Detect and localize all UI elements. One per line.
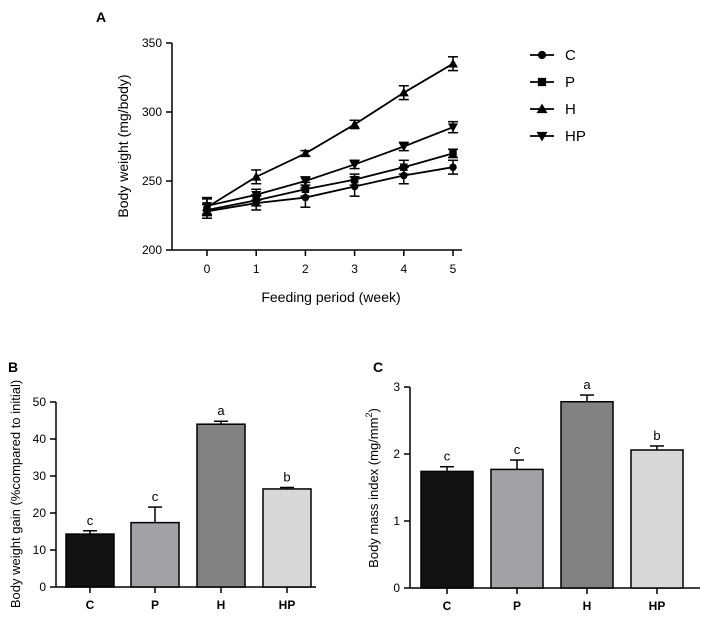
panel-a-y-axis-title: Body weight (mg/body) xyxy=(115,74,131,217)
panel-a-data-point xyxy=(449,149,457,158)
panel-b-bar-c xyxy=(65,533,115,588)
panel-c-y-axis-title-main: Body mass index (mg/mm xyxy=(366,418,381,568)
legend-label: P xyxy=(565,74,575,91)
legend-marker xyxy=(537,77,547,87)
legend-label: C xyxy=(565,47,576,64)
panel-c-significance-label: c xyxy=(444,449,451,464)
panel-a-x-tick-label: 4 xyxy=(400,262,407,276)
panel-a-data-point xyxy=(251,171,262,181)
panel-a-series-hp xyxy=(202,120,458,215)
panel-c-bar-h xyxy=(560,400,614,589)
panel-b-significance-label: b xyxy=(283,469,290,484)
legend-item-p: P xyxy=(530,74,575,91)
panel-a-data-point xyxy=(449,163,457,171)
panel-a-data-point xyxy=(448,58,458,68)
panel-a-data-point xyxy=(398,87,409,97)
panel-a-series-c xyxy=(202,159,458,220)
panel-c-y-tick-label: 3 xyxy=(393,380,400,394)
panel-b-bar-chart: 0 10 20 30 40 50 c Cc Pa Hb HP Body weight gain (… xyxy=(8,380,316,612)
panel-a-x-tick-label: 5 xyxy=(450,262,457,276)
panel-c-y-tick-label: 2 xyxy=(393,447,400,461)
panel-a-x-tick-label: 0 xyxy=(204,262,211,276)
panel-c-category-label: HP xyxy=(649,599,666,613)
panel-c-bar-c xyxy=(420,470,474,589)
panel-a-series-h xyxy=(202,56,458,217)
panel-a-data-point xyxy=(251,191,262,200)
panel-b-y-axis-title: Body weight gain (%compared to initial) xyxy=(8,380,23,608)
panel-a-data-point xyxy=(448,123,458,133)
panel-a-series-line xyxy=(206,126,454,207)
panel-b-category-label: C xyxy=(86,598,95,612)
panel-a-data-point xyxy=(301,185,310,194)
panel-c-significance-label: c xyxy=(514,442,521,457)
legend-item-c: C xyxy=(530,47,576,64)
panel-label-c: C xyxy=(373,359,383,375)
panel-b-significance-label: c xyxy=(87,513,94,528)
panel-c-y-tick-label: 1 xyxy=(393,514,400,528)
panel-a-x-tick-label: 3 xyxy=(351,262,358,276)
panel-c-y-axis-title-sup: 2 xyxy=(364,413,374,418)
panel-c-significance-label: b xyxy=(653,428,660,443)
panel-c-y-axis-title: Body mass index (mg/mm2) xyxy=(364,408,381,568)
legend-label: H xyxy=(565,101,576,118)
panel-a-y-tick-label: 250 xyxy=(142,174,162,188)
panel-b-significance-label: a xyxy=(217,403,225,418)
panel-a-x-tick-label: 1 xyxy=(253,262,260,276)
panel-b-y-tick-label: 10 xyxy=(33,543,47,557)
panel-a-x-axis-title: Feeding period (week) xyxy=(261,289,400,305)
panel-a-data-point xyxy=(300,177,311,186)
panel-b-bar-h xyxy=(196,423,246,588)
panel-label-a: A xyxy=(96,9,106,25)
panel-a-data-point xyxy=(202,202,212,211)
panel-c-bar-p xyxy=(490,468,544,589)
panel-a-series-line xyxy=(206,62,454,208)
panel-b-bar-p xyxy=(130,521,180,588)
panel-c-y-axis-title-end: ) xyxy=(366,408,381,412)
panel-a-line-chart: 200 250 300 350 0 1 2 3 4 5 CPH HP Body weight (m… xyxy=(115,36,586,305)
panel-c-category-label: C xyxy=(443,599,452,613)
panel-a-y-tick-label: 300 xyxy=(142,105,162,119)
panel-b-category-label: P xyxy=(151,598,159,612)
panel-b-y-tick-label: 30 xyxy=(33,469,47,483)
panel-a-data-point xyxy=(349,160,360,170)
legend-item-h: H xyxy=(530,101,576,118)
panel-a-series-line xyxy=(206,152,454,211)
legend-label: HP xyxy=(565,128,586,145)
panel-b-y-tick-label: 40 xyxy=(33,432,47,446)
panel-a-data-point xyxy=(349,119,360,129)
panel-b-y-tick-label: 0 xyxy=(39,580,46,594)
panel-a-data-point xyxy=(300,148,311,158)
legend-marker xyxy=(536,131,548,142)
legend-marker xyxy=(537,50,547,60)
panel-a-y-tick-label: 350 xyxy=(142,36,162,50)
panel-b-significance-label: c xyxy=(152,489,159,504)
panel-b-category-label: H xyxy=(217,598,226,612)
panel-b-category-label: HP xyxy=(279,598,296,612)
panel-c-y-tick-label: 0 xyxy=(393,581,400,595)
panel-a-y-tick-label: 200 xyxy=(142,243,162,257)
legend-marker xyxy=(536,103,548,114)
panel-a-data-point xyxy=(400,163,408,171)
panel-b-y-tick-label: 50 xyxy=(33,395,47,409)
panel-c-category-label: P xyxy=(513,599,521,613)
panel-c-significance-label: a xyxy=(583,377,591,392)
legend-item-hp: HP xyxy=(530,128,586,145)
panel-c-bar-hp xyxy=(630,449,684,589)
panel-a-x-tick-label: 2 xyxy=(302,262,309,276)
panel-a-series-line xyxy=(206,166,454,213)
panel-a-data-point xyxy=(350,175,359,184)
panel-c-category-label: H xyxy=(583,599,592,613)
panel-b-y-tick-label: 20 xyxy=(33,506,47,520)
panel-b-bar-hp xyxy=(262,488,312,588)
panel-a-data-point xyxy=(398,142,409,152)
panel-label-b: B xyxy=(8,359,18,375)
